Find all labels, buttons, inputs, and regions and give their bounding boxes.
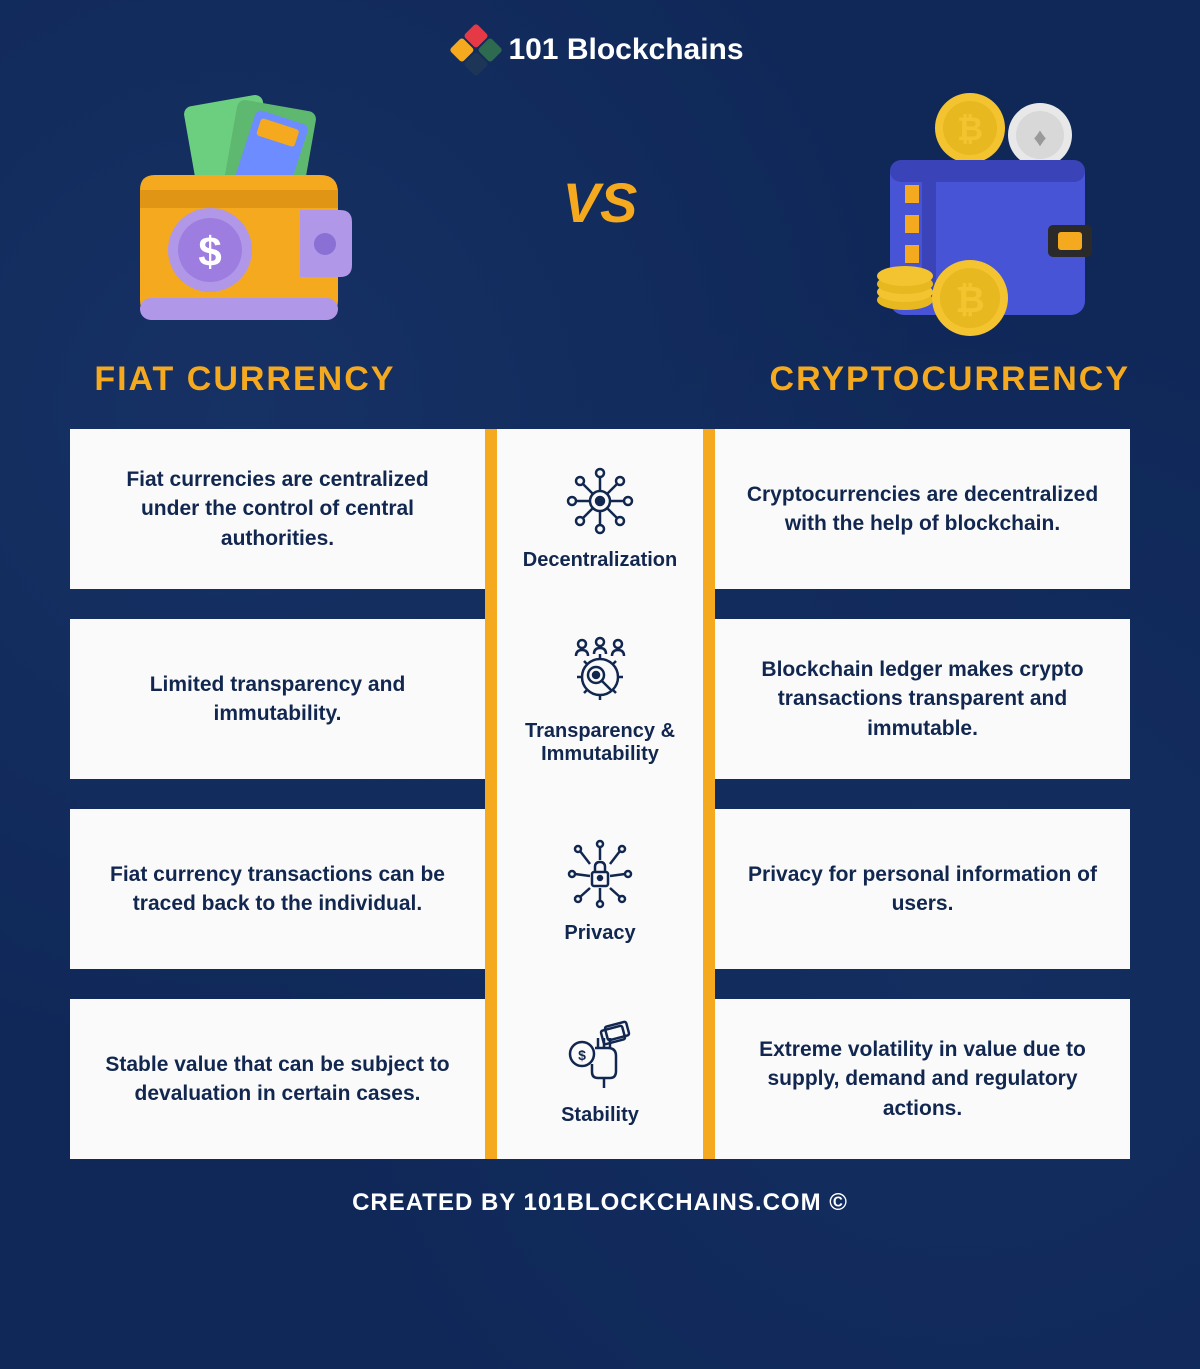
brand-name: 101 Blockchains	[508, 33, 743, 67]
fiat-cell: Stable value that can be subject to deva…	[70, 999, 485, 1159]
cell-text: Blockchain ledger makes crypto transacti…	[745, 655, 1100, 743]
transparency-icon	[560, 632, 640, 712]
stability-icon: $	[560, 1016, 640, 1096]
svg-text:₿: ₿	[957, 111, 983, 147]
category-label: Privacy	[564, 922, 635, 945]
hero-section: $ VS ₿ ♦ ₿	[0, 70, 1200, 360]
fiat-cell: Fiat currencies are centralized under th…	[70, 429, 485, 589]
brand-header: 101 Blockchains	[0, 0, 1200, 70]
comparison-row: Fiat currencies are centralized under th…	[70, 429, 1130, 589]
comparison-row: Stable value that can be subject to deva…	[70, 999, 1130, 1159]
cell-text: Limited transparency and immutability.	[100, 670, 455, 729]
category-label: Decentralization	[523, 549, 677, 572]
cell-text: Cryptocurrencies are decentralized with …	[745, 480, 1100, 539]
privacy-icon	[560, 834, 640, 914]
footer-credit: CREATED BY 101BLOCKCHAINS.COM ©	[0, 1189, 1200, 1217]
vs-label: VS	[563, 170, 638, 235]
fiat-cell: Fiat currency transactions can be traced…	[70, 809, 485, 969]
svg-text:₿: ₿	[955, 279, 984, 320]
svg-text:$: $	[578, 1047, 586, 1063]
crypto-cell: Privacy for personal information of user…	[715, 809, 1130, 969]
category-label: Transparency & Immutability	[507, 720, 693, 766]
cell-text: Fiat currencies are centralized under th…	[100, 465, 455, 553]
comparison-row: Fiat currency transactions can be traced…	[70, 809, 1130, 969]
cell-text: Fiat currency transactions can be traced…	[100, 860, 455, 919]
fiat-wallet-icon: $	[90, 80, 370, 340]
decentralization-icon	[560, 461, 640, 541]
fiat-cell: Limited transparency and immutability.	[70, 619, 485, 779]
svg-text:♦: ♦	[1033, 122, 1046, 152]
column-headers: FIAT CURRENCY CRYPTOCURRENCY	[0, 360, 1200, 429]
category-cell: Privacy	[485, 794, 715, 984]
comparison-row: Limited transparency and immutability. T…	[70, 619, 1130, 779]
category-cell: Decentralization	[485, 429, 715, 604]
cell-text: Stable value that can be subject to deva…	[100, 1050, 455, 1109]
crypto-cell: Blockchain ledger makes crypto transacti…	[715, 619, 1130, 779]
crypto-cell: Extreme volatility in value due to suppl…	[715, 999, 1130, 1159]
category-cell: $ Stability	[485, 984, 715, 1159]
cell-text: Extreme volatility in value due to suppl…	[745, 1035, 1100, 1123]
svg-text:$: $	[198, 228, 221, 275]
category-cell: Transparency & Immutability	[485, 604, 715, 794]
fiat-title: FIAT CURRENCY	[70, 360, 420, 399]
cell-text: Privacy for personal information of user…	[745, 860, 1100, 919]
crypto-wallet-icon: ₿ ♦ ₿	[830, 80, 1110, 340]
category-label: Stability	[561, 1104, 639, 1127]
crypto-title: CRYPTOCURRENCY	[770, 360, 1130, 399]
comparison-grid: Fiat currencies are centralized under th…	[0, 429, 1200, 1159]
crypto-cell: Cryptocurrencies are decentralized with …	[715, 429, 1130, 589]
